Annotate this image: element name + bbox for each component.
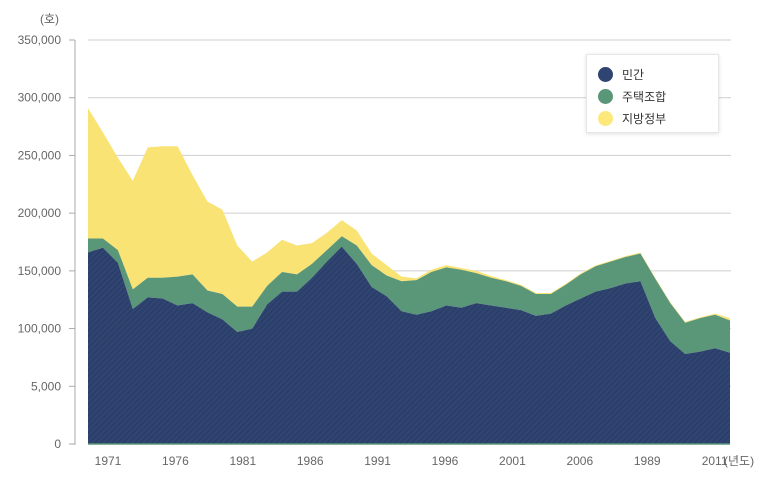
legend-item-local-government: 지방정부: [598, 107, 666, 129]
area-private: [88, 246, 730, 444]
legend-dot-icon: [598, 88, 613, 104]
legend-label: 주택조합: [622, 89, 667, 104]
legend-label: 지방정부: [622, 111, 667, 126]
x-tick-label: 1996: [432, 454, 459, 468]
y-tick-label: 350,000: [18, 33, 62, 47]
x-axis-unit-label: (년도): [724, 454, 754, 468]
y-axis-unit-label: (호): [40, 12, 59, 26]
axes: 0 5,000 100,000 150,000 200,000 250,000 300,00…: [18, 33, 728, 468]
y-tick-label: 300,000: [18, 91, 62, 105]
area-local-government: [88, 108, 730, 323]
x-tick-label: 2001: [499, 454, 526, 468]
legend-item-private: 민간: [598, 63, 644, 85]
areas: [88, 108, 730, 445]
x-tick-label: 1991: [364, 454, 391, 468]
legend-item-cooperative: 주택조합: [598, 85, 666, 107]
y-tick-label: 250,000: [18, 148, 62, 162]
y-tick-label: 100,000: [18, 322, 62, 336]
x-tick-label: 1971: [95, 454, 122, 468]
x-tick-label: 1981: [229, 454, 256, 468]
x-tick-label: 2006: [566, 454, 593, 468]
y-tick-label: 0: [54, 437, 61, 451]
y-tick-label: 200,000: [18, 206, 62, 220]
y-tick-label: 5,000: [31, 379, 61, 393]
y-tick-label: 150,000: [18, 264, 62, 278]
x-tick-label: 1976: [162, 454, 189, 468]
x-tick-label: 2011: [702, 454, 728, 468]
legend-dot-icon: [598, 110, 613, 126]
x-tick-label: 1986: [297, 454, 324, 468]
legend-dot-icon: [598, 66, 613, 82]
legend-label: 민간: [622, 67, 645, 82]
area-housing-cooperative: [88, 236, 730, 354]
legend: 민간 주택조합 지방정부: [586, 54, 719, 133]
x-tick-label: 1989: [634, 454, 661, 468]
